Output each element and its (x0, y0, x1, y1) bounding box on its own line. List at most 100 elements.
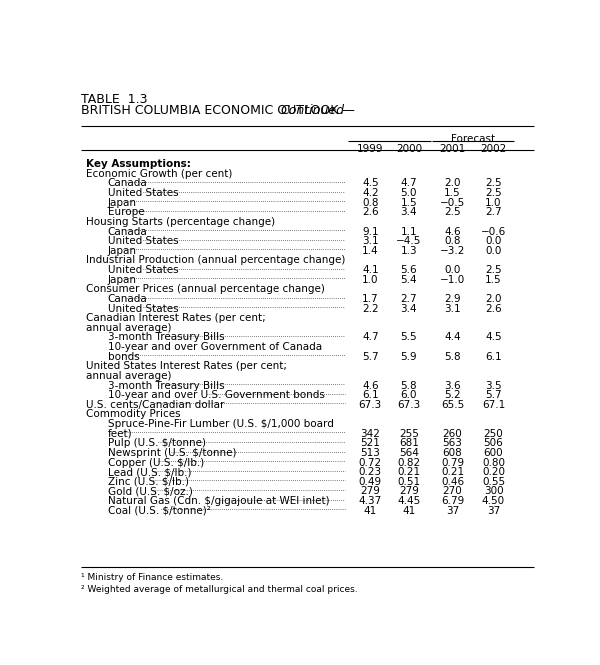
Text: Coal (U.S. $/tonne)²: Coal (U.S. $/tonne)² (107, 505, 211, 516)
Text: 1999: 1999 (357, 144, 383, 154)
Text: 0.79: 0.79 (441, 458, 464, 467)
Text: 2000: 2000 (396, 144, 422, 154)
Text: 5.0: 5.0 (401, 188, 417, 198)
Text: Commodity Prices: Commodity Prices (86, 410, 181, 420)
Text: 0.21: 0.21 (441, 467, 464, 477)
Text: 37: 37 (446, 505, 459, 516)
Text: 5.4: 5.4 (401, 275, 417, 285)
Text: Canada: Canada (107, 294, 148, 304)
Text: 0.23: 0.23 (359, 467, 382, 477)
Text: 6.1: 6.1 (485, 352, 502, 362)
Text: 564: 564 (399, 448, 419, 458)
Text: 0.8: 0.8 (445, 236, 461, 246)
Text: annual average): annual average) (86, 371, 172, 381)
Text: Housing Starts (percentage change): Housing Starts (percentage change) (86, 217, 275, 227)
Text: 4.6: 4.6 (362, 380, 379, 390)
Text: 1.4: 1.4 (362, 246, 379, 256)
Text: United States: United States (107, 188, 178, 198)
Text: Consumer Prices (annual percentage change): Consumer Prices (annual percentage chang… (86, 285, 325, 295)
Text: bonds: bonds (107, 352, 139, 362)
Text: 0.0: 0.0 (445, 265, 461, 275)
Text: Canada: Canada (107, 227, 148, 237)
Text: 10-year and over Government of Canada: 10-year and over Government of Canada (107, 342, 322, 352)
Text: Economic Growth (per cent): Economic Growth (per cent) (86, 169, 233, 179)
Text: Europe: Europe (107, 207, 144, 217)
Text: United States: United States (107, 303, 178, 314)
Text: Gold (U.S. $/oz.): Gold (U.S. $/oz.) (107, 487, 193, 497)
Text: 41: 41 (364, 505, 377, 516)
Text: 279: 279 (399, 487, 419, 497)
Text: 0.20: 0.20 (482, 467, 505, 477)
Text: U.S. cents/Canadian dollar: U.S. cents/Canadian dollar (86, 400, 224, 410)
Text: TABLE  1.3: TABLE 1.3 (80, 92, 147, 106)
Text: United States: United States (107, 265, 178, 275)
Text: 67.3: 67.3 (397, 400, 421, 410)
Text: BRITISH COLUMBIA ECONOMIC OUTLOOK —: BRITISH COLUMBIA ECONOMIC OUTLOOK — (80, 104, 358, 118)
Text: 3.1: 3.1 (362, 236, 379, 246)
Text: 342: 342 (361, 429, 380, 439)
Text: 5.8: 5.8 (401, 380, 417, 390)
Text: Key Assumptions:: Key Assumptions: (86, 159, 191, 169)
Text: Japan: Japan (107, 275, 137, 285)
Text: Japan: Japan (107, 198, 137, 207)
Text: Canada: Canada (107, 178, 148, 188)
Text: Pulp (U.S. $/tonne): Pulp (U.S. $/tonne) (107, 438, 206, 448)
Text: annual average): annual average) (86, 323, 172, 332)
Text: 4.6: 4.6 (444, 227, 461, 237)
Text: 0.21: 0.21 (397, 467, 421, 477)
Text: 6.1: 6.1 (362, 390, 379, 400)
Text: 0.51: 0.51 (397, 477, 421, 487)
Text: Newsprint (U.S. $/tonne): Newsprint (U.S. $/tonne) (107, 448, 236, 458)
Text: 2.5: 2.5 (485, 188, 502, 198)
Text: 260: 260 (443, 429, 463, 439)
Text: 0.55: 0.55 (482, 477, 505, 487)
Text: 0.72: 0.72 (359, 458, 382, 467)
Text: 1.0: 1.0 (485, 198, 502, 207)
Text: 3-month Treasury Bills: 3-month Treasury Bills (107, 380, 224, 390)
Text: Canadian Interest Rates (per cent;: Canadian Interest Rates (per cent; (86, 313, 266, 323)
Text: 4.2: 4.2 (362, 188, 379, 198)
Text: 0.49: 0.49 (359, 477, 382, 487)
Text: 521: 521 (361, 438, 380, 448)
Text: 1.7: 1.7 (362, 294, 379, 304)
Text: 4.37: 4.37 (359, 496, 382, 506)
Text: 5.5: 5.5 (401, 332, 417, 342)
Text: 4.7: 4.7 (362, 332, 379, 342)
Text: 4.45: 4.45 (397, 496, 421, 506)
Text: 5.9: 5.9 (401, 352, 417, 362)
Text: 5.2: 5.2 (444, 390, 461, 400)
Text: 4.5: 4.5 (362, 178, 379, 188)
Text: −0.5: −0.5 (440, 198, 465, 207)
Text: ¹ Ministry of Finance estimates.: ¹ Ministry of Finance estimates. (80, 573, 223, 583)
Text: 10-year and over U.S. Government bonds: 10-year and over U.S. Government bonds (107, 390, 325, 400)
Text: 563: 563 (443, 438, 463, 448)
Text: 0.46: 0.46 (441, 477, 464, 487)
Text: Lead (U.S. $/lb.): Lead (U.S. $/lb.) (107, 467, 191, 477)
Text: −0.6: −0.6 (481, 227, 506, 237)
Text: 0.80: 0.80 (482, 458, 505, 467)
Text: 2.5: 2.5 (485, 265, 502, 275)
Text: 2.6: 2.6 (485, 303, 502, 314)
Text: 250: 250 (484, 429, 503, 439)
Text: 0.82: 0.82 (397, 458, 421, 467)
Text: 3.4: 3.4 (401, 207, 417, 217)
Text: 0.0: 0.0 (485, 246, 502, 256)
Text: 2.7: 2.7 (485, 207, 502, 217)
Text: Zinc (U.S. $/lb.): Zinc (U.S. $/lb.) (107, 477, 188, 487)
Text: 37: 37 (487, 505, 500, 516)
Text: 6.0: 6.0 (401, 390, 417, 400)
Text: 608: 608 (443, 448, 463, 458)
Text: 3.1: 3.1 (444, 303, 461, 314)
Text: 6.79: 6.79 (441, 496, 464, 506)
Text: 4.50: 4.50 (482, 496, 505, 506)
Text: 2002: 2002 (481, 144, 506, 154)
Text: 0.8: 0.8 (362, 198, 379, 207)
Text: 3.6: 3.6 (444, 380, 461, 390)
Text: 2.7: 2.7 (401, 294, 417, 304)
Text: 5.7: 5.7 (485, 390, 502, 400)
Text: 1.5: 1.5 (401, 198, 417, 207)
Text: United States Interest Rates (per cent;: United States Interest Rates (per cent; (86, 361, 287, 371)
Text: 2.6: 2.6 (362, 207, 379, 217)
Text: United States: United States (107, 236, 178, 246)
Text: Forecast: Forecast (451, 134, 495, 144)
